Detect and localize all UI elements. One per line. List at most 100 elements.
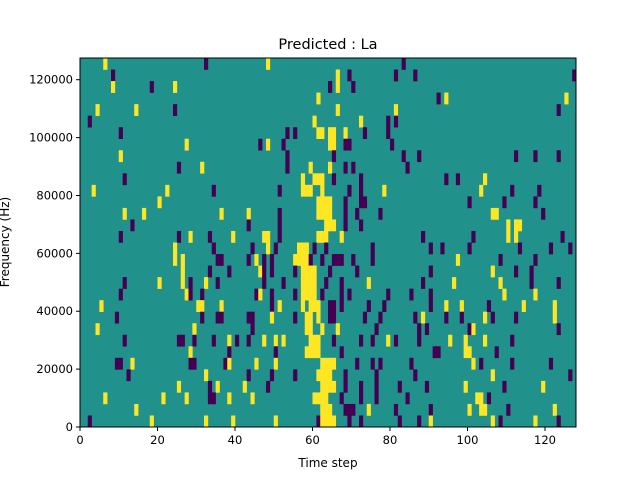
heatmap-cell <box>324 357 329 370</box>
heatmap-cell <box>502 196 507 209</box>
heatmap-cell <box>293 254 298 266</box>
heatmap-cell <box>556 150 561 163</box>
heatmap-cell <box>211 184 216 197</box>
heatmap-cell <box>331 219 337 232</box>
heatmap-cell <box>111 69 116 82</box>
heatmap-cell <box>227 265 232 278</box>
heatmap-cell <box>320 254 325 266</box>
heatmap-cell <box>514 219 519 232</box>
heatmap-cell <box>118 127 123 140</box>
heatmap-cell <box>382 300 387 312</box>
heatmap-cell <box>308 311 313 324</box>
heatmap-cell <box>328 219 333 232</box>
heatmap-cell <box>366 300 371 312</box>
heatmap-cell <box>417 415 422 428</box>
heatmap-cell <box>483 173 488 186</box>
heatmap-cell <box>188 357 193 370</box>
heatmap-cell <box>413 369 418 382</box>
heatmap-cell <box>424 323 430 336</box>
heatmap-cell <box>312 346 317 359</box>
heatmap-cell <box>312 288 317 301</box>
heatmap-cell <box>548 357 554 370</box>
heatmap-cell <box>374 380 379 393</box>
heatmap-cell <box>304 288 309 301</box>
heatmap-cell <box>331 127 337 140</box>
heatmap-cell <box>459 311 464 324</box>
heatmap-cell <box>316 300 321 312</box>
heatmap-cell <box>335 69 340 82</box>
heatmap-cell <box>490 311 495 324</box>
heatmap-cell <box>506 219 511 232</box>
heatmap-cell <box>281 138 286 151</box>
heatmap-cell <box>312 334 317 347</box>
heatmap-cell <box>355 265 360 278</box>
heatmap-cell <box>328 415 333 428</box>
heatmap-cell <box>556 415 561 428</box>
heatmap-cell <box>300 300 306 312</box>
heatmap-cell <box>320 196 325 209</box>
heatmap-cell <box>99 300 104 312</box>
heatmap-cell <box>467 346 472 359</box>
heatmap-cell <box>308 265 313 278</box>
heatmap-cell <box>359 392 364 405</box>
heatmap-cell <box>308 184 313 197</box>
heatmap-cell <box>184 138 189 151</box>
x-tick-label: 0 <box>76 433 83 447</box>
heatmap-cell <box>572 69 577 82</box>
heatmap-cell <box>362 311 368 324</box>
heatmap-cell <box>281 277 286 289</box>
heatmap-cell <box>91 184 96 197</box>
heatmap-cell <box>215 311 220 324</box>
heatmap-cell <box>246 369 251 382</box>
heatmap-cell <box>359 184 364 197</box>
heatmap-cell <box>285 150 290 163</box>
heatmap-cell <box>95 104 100 116</box>
heatmap-cell <box>351 403 356 416</box>
chart-title: Predicted : La <box>278 37 377 53</box>
heatmap-cell <box>335 81 340 93</box>
heatmap-cell <box>316 207 321 220</box>
heatmap-cell <box>262 230 267 243</box>
heatmap-cell <box>134 104 139 116</box>
heatmap-cell <box>246 207 251 220</box>
heatmap-cell <box>335 254 340 266</box>
heatmap-cell <box>176 161 182 174</box>
heatmap-cell <box>328 380 333 393</box>
heatmap-cell <box>312 265 317 278</box>
heatmap-cell <box>165 184 170 197</box>
heatmap-cell <box>359 196 364 209</box>
heatmap-cell <box>502 380 507 393</box>
heatmap-cell <box>417 150 422 163</box>
heatmap-cell <box>413 69 418 82</box>
heatmap-cell <box>324 403 329 416</box>
heatmap-cell <box>300 265 306 278</box>
heatmap-cell <box>343 138 348 151</box>
heatmap-cell <box>347 288 352 301</box>
heatmap-cell <box>490 369 495 382</box>
y-tick-label: 40000 <box>36 304 73 318</box>
heatmap-cell <box>157 277 162 289</box>
heatmap-cell <box>227 357 232 370</box>
heatmap-cell <box>219 311 224 324</box>
heatmap-cell <box>564 92 569 105</box>
heatmap-cell <box>533 415 538 428</box>
heatmap-cell <box>393 334 399 347</box>
heatmap-cell <box>308 346 313 359</box>
heatmap-cell <box>316 369 321 382</box>
heatmap-cell <box>316 334 321 347</box>
heatmap-cell <box>114 357 120 370</box>
heatmap-cell <box>362 196 368 209</box>
heatmap-cell <box>362 127 368 140</box>
heatmap-cell <box>320 230 325 243</box>
heatmap-cell <box>122 277 127 289</box>
heatmap-cell <box>331 300 337 312</box>
heatmap-cell <box>304 242 309 255</box>
heatmap-cell <box>413 311 418 324</box>
heatmap-cell <box>421 277 426 289</box>
heatmap-cell <box>176 230 182 243</box>
heatmap-cell <box>533 254 538 266</box>
heatmap-cell <box>320 207 325 220</box>
heatmap-cell <box>444 300 449 312</box>
heatmap-cell <box>467 403 472 416</box>
heatmap-cell <box>312 173 317 186</box>
